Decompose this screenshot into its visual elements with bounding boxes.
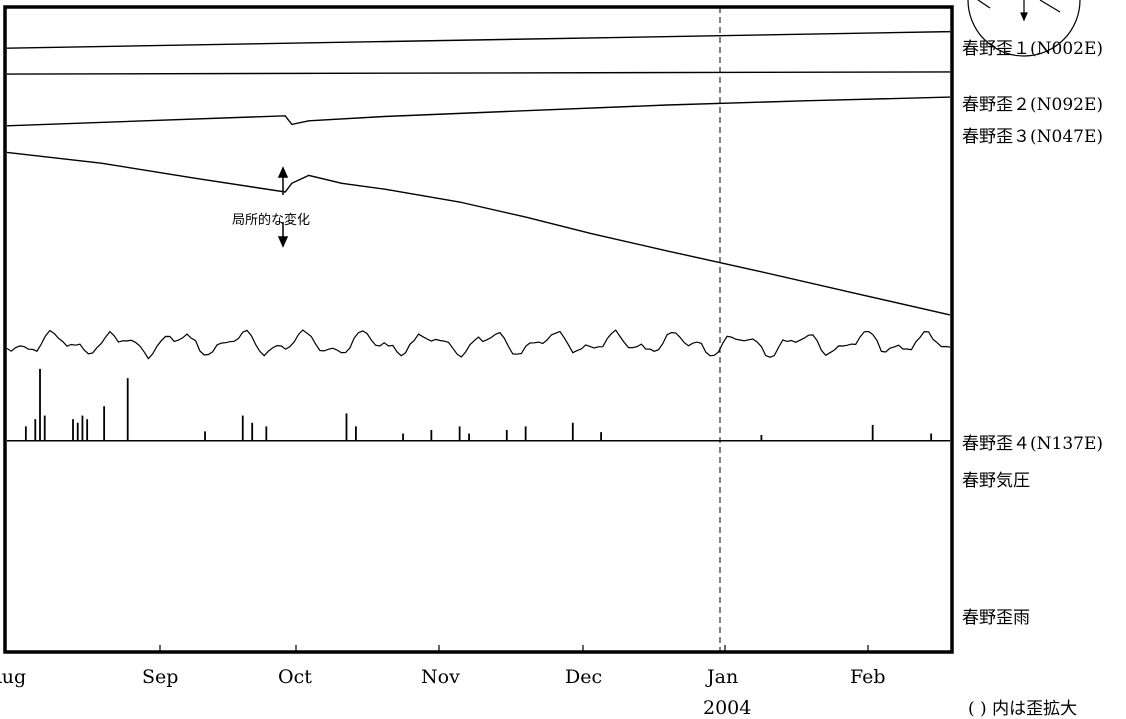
plot-frame [3, 5, 954, 654]
year-label: 2004 [703, 697, 751, 719]
x-tick-label-aug: Aug [0, 666, 26, 688]
compass-icon [967, 0, 1081, 57]
x-axis: Aug Sep Oct Nov Dec Jan Feb [0, 645, 886, 688]
series-label-2: 春野歪２(N092E) [962, 95, 1103, 115]
annotation-arrows [277, 166, 289, 248]
x-tick-label-feb: Feb [850, 666, 886, 688]
series-layer [6, 30, 951, 442]
series-label-3: 春野歪３(N047E) [962, 127, 1103, 147]
series-line-5 [6, 329, 951, 360]
series-line-1 [6, 30, 951, 49]
series-line-4 [6, 151, 951, 316]
series-line-3 [6, 96, 951, 127]
x-tick-label-jan: Jan [705, 666, 738, 688]
x-tick-label-nov: Nov [421, 666, 460, 688]
series-label-6: 春野歪雨 [962, 608, 1030, 628]
x-tick-label-dec: Dec [565, 666, 602, 688]
x-tick-label-oct: Oct [278, 666, 312, 688]
series-line-2 [6, 71, 951, 75]
series-label-1: 春野歪１(N002E) [962, 39, 1103, 59]
footnote: ( ) 内は歪拡大 [968, 699, 1077, 719]
x-tick-label-sep: Sep [142, 666, 178, 688]
series-label-5: 春野気圧 [962, 471, 1030, 491]
series-label-4: 春野歪４(N137E) [962, 434, 1103, 454]
local-change-annotation: 局所的な変化 [232, 212, 310, 228]
